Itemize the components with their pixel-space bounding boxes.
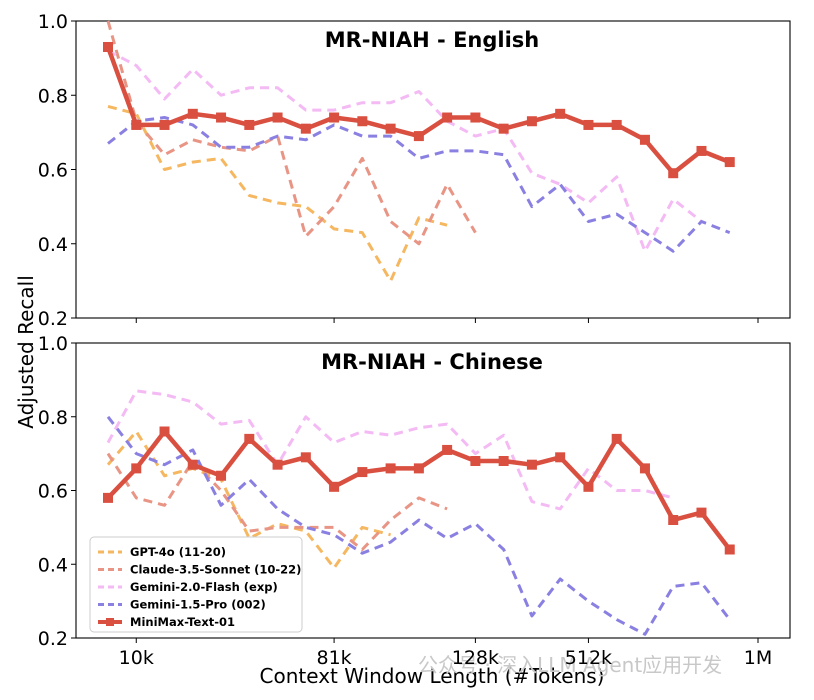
- data-point: [583, 481, 594, 492]
- series-line: [106, 20, 477, 246]
- legend-box: [89, 536, 303, 633]
- data-point: [724, 544, 735, 555]
- data-point: [668, 515, 679, 525]
- legend-item: GPT-4o (11-20): [98, 545, 226, 559]
- data-point: [329, 112, 340, 123]
- data-point: [696, 145, 707, 156]
- legend-item: MiniMax-Text-01: [98, 615, 235, 629]
- data-point: [300, 452, 311, 463]
- series-gemini-1-5-pro-002-: [106, 415, 731, 636]
- data-point: [611, 433, 622, 444]
- series-minimax-text-01: [103, 41, 735, 179]
- series-line: [106, 415, 731, 636]
- series-line: [105, 44, 732, 176]
- data-point: [442, 112, 453, 123]
- y-tick-label: 0.2: [38, 308, 68, 330]
- y-tick-label: 1.0: [38, 333, 68, 355]
- chart-title: MR-NIAH - Chinese: [321, 350, 543, 374]
- data-point: [300, 123, 311, 134]
- legend-label: GPT-4o (11-20): [130, 545, 226, 559]
- y-tick-label: 0.4: [38, 554, 68, 576]
- x-tick-label: 81k: [316, 647, 351, 669]
- data-point: [611, 119, 622, 130]
- data-point: [357, 467, 368, 478]
- data-point: [526, 459, 537, 470]
- data-point: [159, 119, 170, 130]
- x-tick-label: 1M: [744, 647, 772, 669]
- data-point: [498, 123, 509, 134]
- legend-item: Claude-3.5-Sonnet (10-22): [98, 563, 301, 577]
- data-point: [131, 119, 142, 130]
- data-point: [159, 426, 170, 437]
- data-point: [498, 456, 509, 466]
- series-line: [107, 49, 703, 253]
- x-tick-label: 128k: [452, 647, 499, 669]
- legend-item: Gemini-2.0-Flash (exp): [98, 580, 278, 594]
- legend-item: Gemini-1.5-Pro (002): [98, 598, 266, 612]
- data-point: [187, 459, 198, 470]
- y-tick-label: 0.2: [38, 628, 68, 650]
- y-axis-label: Adjusted Recall: [14, 275, 38, 429]
- x-axis-label: Context Window Length (#Tokens): [260, 664, 605, 688]
- data-point: [696, 507, 707, 518]
- series-gemini-2-0-flash-exp-: [107, 49, 703, 253]
- data-point: [526, 116, 537, 127]
- data-point: [272, 112, 283, 123]
- data-point: [244, 433, 255, 444]
- data-point: [131, 463, 142, 474]
- data-point: [555, 108, 566, 119]
- chart-panel-1: 0.2 0.4 0.6 0.8 1.0 MR-NIAH - English: [38, 11, 791, 330]
- watermark: 公众号 · 深入LLM Agent应用开发: [418, 653, 722, 677]
- y-tick-label: 0.8: [38, 407, 68, 429]
- y-tick-label: 0.6: [38, 160, 68, 182]
- y-tick-label: 0.8: [38, 85, 68, 107]
- data-point: [272, 459, 283, 470]
- legend-label: Claude-3.5-Sonnet (10-22): [130, 563, 301, 577]
- series-line: [106, 452, 448, 551]
- legend-label: Gemini-1.5-Pro (002): [130, 598, 266, 612]
- data-point: [724, 157, 735, 168]
- data-point: [216, 112, 227, 123]
- series-line: [107, 104, 448, 283]
- data-point: [583, 119, 594, 130]
- data-point: [385, 463, 396, 474]
- legend: GPT-4o (11-20) Claude-3.5-Sonnet (10-22) G…: [89, 536, 303, 633]
- series-line: [106, 389, 674, 511]
- series-minimax-text-01: [103, 426, 735, 555]
- data-point: [103, 492, 113, 503]
- data-point: [187, 108, 198, 119]
- data-point: [555, 452, 566, 463]
- data-point: [470, 456, 481, 466]
- series-claude-3-5-sonnet-10-22-: [106, 452, 448, 551]
- data-point: [385, 123, 396, 134]
- data-point: [244, 119, 255, 130]
- series-claude-3-5-sonnet-10-22-: [106, 20, 477, 246]
- data-point: [413, 463, 424, 474]
- data-point: [103, 41, 113, 52]
- data-point: [216, 470, 227, 481]
- legend-label: Gemini-2.0-Flash (exp): [130, 580, 278, 594]
- data-point: [329, 481, 340, 492]
- y-tick-label: 0.4: [38, 234, 68, 256]
- data-point: [413, 131, 424, 142]
- series-gemini-2-0-flash-exp-: [106, 389, 674, 511]
- legend-label: MiniMax-Text-01: [130, 615, 235, 629]
- data-point: [639, 463, 650, 474]
- chart-title: MR-NIAH - English: [325, 28, 540, 52]
- data-point: [639, 134, 650, 145]
- y-tick-label: 1.0: [38, 11, 68, 33]
- chart-panel-2: 0.2 0.4 0.6 0.8 1.0 10k 81k 128k 512k 1M MR-NIAH -…: [38, 333, 791, 669]
- data-point: [442, 444, 453, 455]
- y-tick-label: 0.6: [38, 481, 68, 503]
- x-tick-label: 10k: [119, 647, 154, 669]
- legend-marker: [106, 618, 114, 626]
- data-point: [668, 168, 679, 179]
- data-point: [470, 112, 481, 123]
- plot-frame: [75, 20, 791, 319]
- data-point: [357, 116, 368, 127]
- x-tick-label: 512k: [565, 647, 612, 669]
- series-gpt-4o-11-20-: [107, 104, 448, 283]
